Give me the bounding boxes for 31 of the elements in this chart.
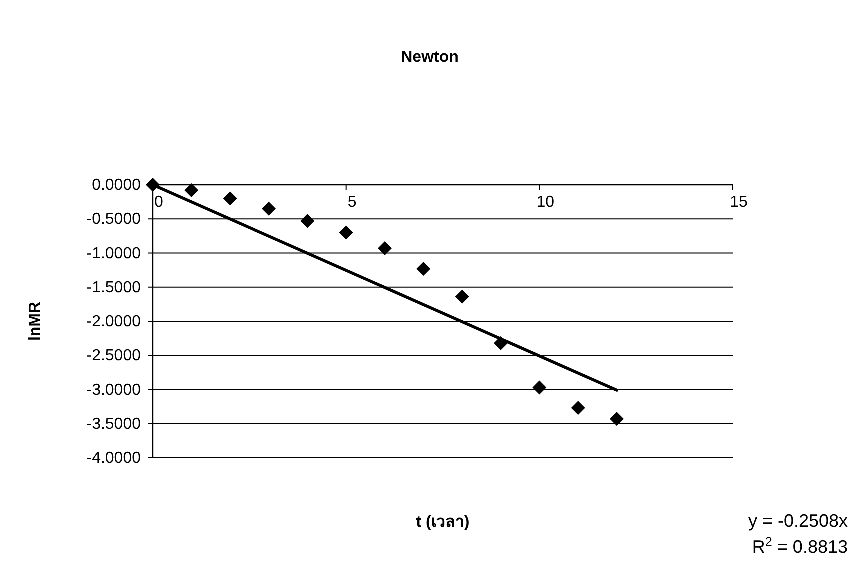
point [378,241,392,256]
y-tick-label: -3.5000 [86,416,142,433]
y-tick-label: -4.0000 [86,450,142,467]
point [300,214,315,228]
point [416,262,431,276]
y-tick-label: -1.5000 [86,279,142,296]
x-tick-label: 0 [154,194,164,211]
x-axis-title: t (เวลา) [416,514,470,531]
text: R$^{2}$ = 0.8813 [752,535,848,557]
point [571,401,586,416]
point [610,412,624,426]
text: y = -0.2508x [748,511,848,531]
point [455,290,470,304]
point [184,183,199,198]
y-tick-label: -3.0000 [86,382,142,399]
point [223,192,238,206]
point [262,202,276,216]
point [339,226,354,240]
point [146,178,160,192]
x-tick-label: 10 [536,194,555,211]
y-tick-label: -0.5000 [86,211,142,228]
point [494,336,508,350]
point [532,380,547,395]
x-tick-label: 5 [348,194,357,211]
y-tick-label: -2.5000 [86,348,142,365]
y-tick-label: -2.0000 [86,314,142,330]
y-axis-title: lnMR [27,302,44,342]
chart-title: Newton [401,49,459,66]
y-tick-label: -1.0000 [86,245,142,262]
x-tick-label: 15 [730,194,748,211]
y-tick-label: 0.0000 [92,177,142,194]
